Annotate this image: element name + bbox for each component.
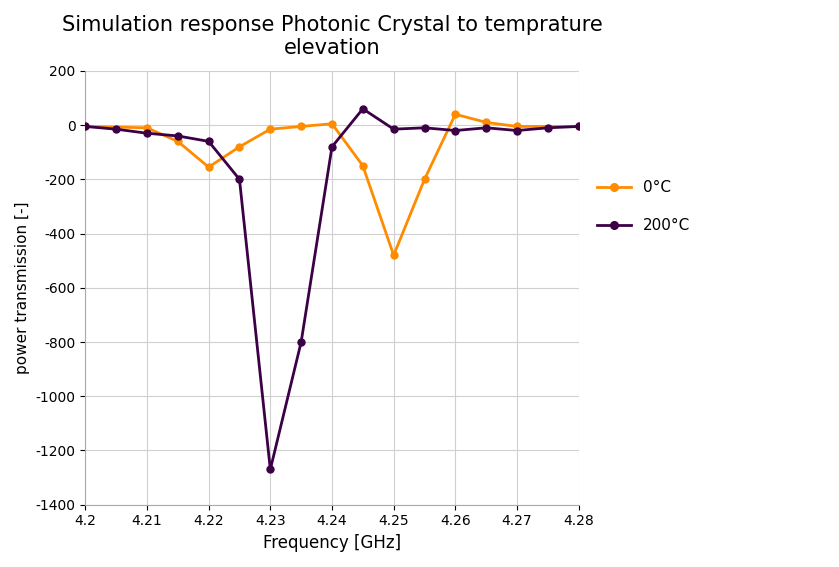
200°C — [481, 124, 491, 131]
Line: 200°C: 200°C — [82, 105, 582, 473]
0°C — [327, 120, 337, 127]
0°C — [173, 138, 183, 145]
0°C — [512, 123, 522, 130]
0°C — [296, 123, 306, 130]
200°C — [420, 124, 430, 131]
200°C — [512, 127, 522, 134]
200°C — [111, 126, 121, 133]
200°C — [357, 105, 367, 112]
X-axis label: Frequency [GHz]: Frequency [GHz] — [263, 534, 401, 552]
200°C — [204, 138, 214, 145]
200°C — [142, 130, 152, 137]
200°C — [173, 133, 183, 139]
Y-axis label: power transmission [-]: power transmission [-] — [15, 201, 30, 374]
0°C — [265, 126, 275, 133]
0°C — [81, 123, 91, 130]
Title: Simulation response Photonic Crystal to temprature
elevation: Simulation response Photonic Crystal to … — [61, 15, 602, 58]
200°C — [388, 126, 399, 133]
0°C — [357, 162, 367, 169]
0°C — [420, 176, 430, 183]
200°C — [574, 123, 584, 130]
0°C — [574, 123, 584, 130]
200°C — [543, 124, 553, 131]
Line: 0°C: 0°C — [82, 111, 582, 259]
Legend: 0°C, 200°C: 0°C, 200°C — [591, 174, 696, 239]
200°C — [265, 466, 275, 473]
200°C — [234, 176, 244, 183]
0°C — [481, 119, 491, 126]
200°C — [81, 123, 91, 130]
200°C — [296, 338, 306, 345]
0°C — [204, 164, 214, 171]
0°C — [142, 124, 152, 131]
200°C — [327, 143, 337, 150]
0°C — [388, 252, 399, 259]
200°C — [451, 127, 461, 134]
0°C — [234, 143, 244, 150]
0°C — [451, 111, 461, 118]
